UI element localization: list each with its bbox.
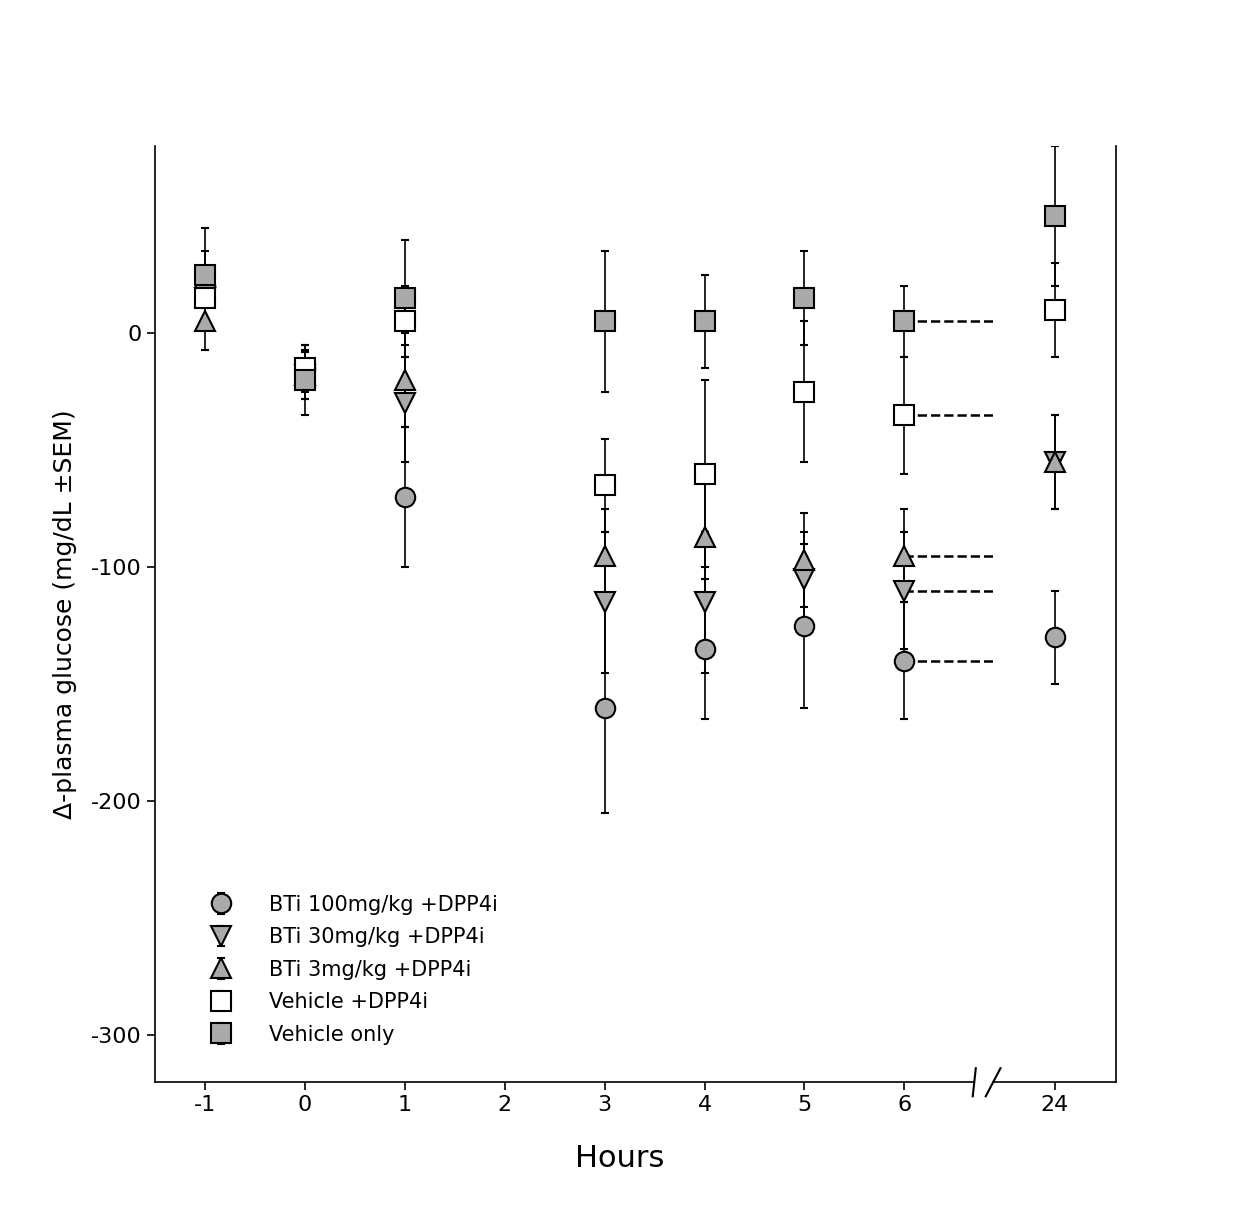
Legend: BTi 100mg/kg +DPP4i, BTi 30mg/kg +DPP4i, BTi 3mg/kg +DPP4i, Vehicle +DPP4i, Vehi: BTi 100mg/kg +DPP4i, BTi 30mg/kg +DPP4i,…: [182, 886, 506, 1053]
Y-axis label: Δ-plasma glucose (mg/dL ±SEM): Δ-plasma glucose (mg/dL ±SEM): [53, 410, 77, 818]
Text: Hours: Hours: [575, 1144, 665, 1173]
